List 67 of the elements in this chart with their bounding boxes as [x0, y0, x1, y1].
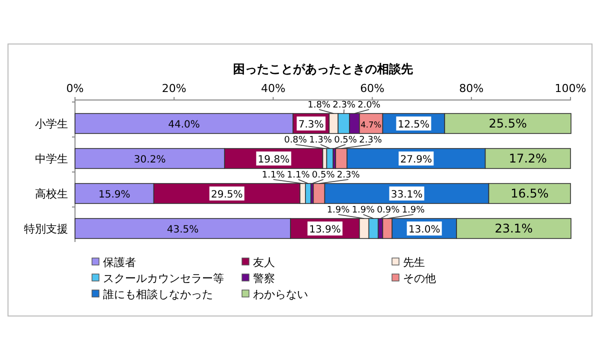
x-tick-label: 0% [66, 82, 84, 95]
data-label: 0.9% [376, 206, 400, 216]
data-label: 1.8% [308, 100, 331, 110]
x-tick-label: 40% [260, 82, 286, 95]
data-label: 13.0% [408, 224, 440, 236]
data-label: 23.1% [494, 222, 533, 236]
誰にも相談しなかった: 33.1% [324, 183, 490, 204]
data-label: 1.9% [402, 206, 426, 216]
x-tick-label: 20% [162, 82, 186, 95]
誰にも相談しなかった: 27.9% [346, 148, 486, 169]
友人: 13.9% [290, 218, 360, 239]
y-tick-label: 高校生 [35, 188, 68, 200]
友人: 7.3% [292, 113, 330, 134]
保護者: 15.9% [74, 183, 154, 204]
わからない: 17.2% [484, 148, 571, 169]
data-label: 2.3% [359, 136, 382, 146]
x-tick-label: 100% [554, 82, 586, 95]
data-label: 2.3% [336, 170, 360, 180]
data-label: 29.5% [210, 190, 243, 200]
data-label: 2.3% [332, 100, 356, 110]
わからない: 25.5% [444, 113, 572, 134]
data-label: 1.9% [326, 206, 350, 216]
data-label: 12.5% [398, 120, 430, 130]
x-tick-label: 60% [360, 82, 385, 95]
legend-label: その他 [403, 272, 436, 285]
data-label: 2.0% [358, 100, 381, 110]
data-label: 16.5% [510, 186, 549, 200]
data-label: 19.8% [258, 154, 290, 166]
data-label: 4.7% [360, 120, 382, 130]
data-label: 0.8% [284, 136, 308, 146]
保護者: 44.0% [74, 113, 294, 134]
data-label: 7.3% [298, 120, 324, 130]
保護者: 43.5% [74, 218, 291, 239]
data-label: 0.5% [334, 136, 358, 146]
data-label: 1.1% [286, 170, 310, 180]
わからない: 16.5% [488, 183, 571, 204]
data-label: 33.1% [390, 190, 423, 200]
x-tick-label: 80% [459, 82, 484, 95]
data-label: 0.5% [312, 170, 336, 180]
スクールカウンセラー等: 2.3% [332, 100, 356, 134]
data-label: 25.5% [488, 116, 527, 130]
y-tick-label: 特別支援 [24, 222, 68, 236]
data-label: 1.3% [309, 136, 332, 146]
誰にも相談しなかった: 12.5% [382, 113, 446, 134]
data-label: 43.5% [166, 224, 199, 236]
data-label: 27.9% [400, 154, 432, 166]
legend-label: 警察 [253, 272, 275, 285]
y-tick-label: 中学生 [35, 152, 68, 166]
保護者: 30.2% [74, 148, 226, 169]
友人: 19.8% [224, 148, 324, 169]
わからない: 23.1% [456, 218, 572, 239]
legend-label: 保護者 [103, 256, 136, 269]
chart-title: 困ったことがあったときの相談先 [233, 62, 413, 76]
誰にも相談しなかった: 13.0% [392, 218, 457, 239]
その他: 4.7% [359, 113, 384, 134]
data-label: 30.2% [134, 154, 166, 166]
data-label: 1.9% [352, 206, 376, 216]
y-tick-label: 小学生 [35, 118, 68, 130]
data-label: 15.9% [98, 190, 130, 200]
data-label: 17.2% [508, 152, 547, 166]
data-label: 13.9% [309, 224, 341, 236]
data-label: 44.0% [168, 120, 200, 130]
legend-label: わからない [253, 288, 308, 301]
data-label: 1.1% [262, 170, 286, 180]
legend-label: 友人 [253, 256, 275, 269]
友人: 29.5% [153, 183, 300, 204]
legend-label: 先生 [403, 256, 425, 269]
